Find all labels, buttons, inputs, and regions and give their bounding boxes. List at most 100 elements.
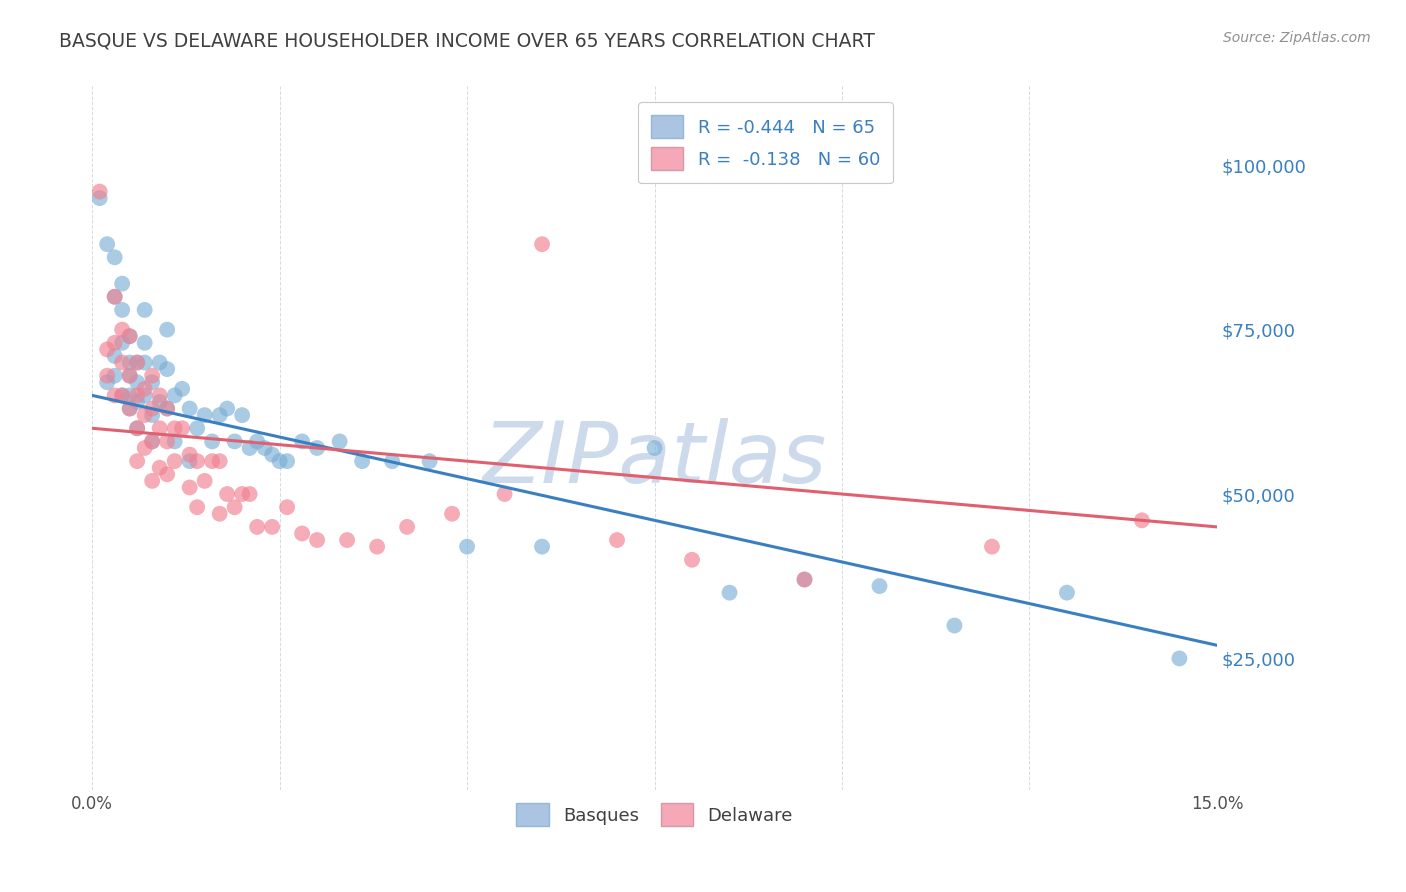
Point xyxy=(127,421,149,435)
Point xyxy=(118,329,141,343)
Point xyxy=(134,335,156,350)
Point xyxy=(224,500,246,515)
Point xyxy=(262,520,284,534)
Point xyxy=(111,335,134,350)
Point xyxy=(111,302,134,317)
Point xyxy=(141,368,163,383)
Point xyxy=(419,454,441,468)
Point xyxy=(156,467,179,482)
Point xyxy=(194,408,217,422)
Point xyxy=(96,368,118,383)
Point xyxy=(104,250,127,264)
Point xyxy=(104,388,127,402)
Point xyxy=(111,323,134,337)
Text: BASQUE VS DELAWARE HOUSEHOLDER INCOME OVER 65 YEARS CORRELATION CHART: BASQUE VS DELAWARE HOUSEHOLDER INCOME OV… xyxy=(59,31,875,50)
Point xyxy=(127,355,149,369)
Point xyxy=(307,533,329,547)
Point xyxy=(269,454,291,468)
Point xyxy=(104,290,127,304)
Point xyxy=(231,487,253,501)
Point xyxy=(156,401,179,416)
Point xyxy=(118,388,141,402)
Point xyxy=(291,434,314,449)
Point xyxy=(276,454,298,468)
Point xyxy=(127,376,149,390)
Point xyxy=(217,487,239,501)
Point xyxy=(186,454,208,468)
Point xyxy=(134,355,156,369)
Point xyxy=(186,500,208,515)
Point xyxy=(381,454,404,468)
Point xyxy=(163,388,186,402)
Point xyxy=(943,618,966,632)
Point xyxy=(644,441,666,455)
Point xyxy=(718,585,741,599)
Point xyxy=(441,507,464,521)
Point xyxy=(172,421,194,435)
Point xyxy=(96,376,118,390)
Point xyxy=(118,401,141,416)
Point xyxy=(141,434,163,449)
Point xyxy=(307,441,329,455)
Point xyxy=(186,421,208,435)
Point xyxy=(134,388,156,402)
Point xyxy=(127,395,149,409)
Point xyxy=(127,454,149,468)
Point xyxy=(208,507,231,521)
Point xyxy=(149,355,172,369)
Point xyxy=(396,520,419,534)
Point xyxy=(118,355,141,369)
Point xyxy=(201,454,224,468)
Point xyxy=(793,573,815,587)
Point xyxy=(201,434,224,449)
Point xyxy=(681,553,703,567)
Point xyxy=(217,401,239,416)
Point xyxy=(366,540,388,554)
Point xyxy=(118,329,141,343)
Point xyxy=(104,368,127,383)
Point xyxy=(149,388,172,402)
Point xyxy=(1130,513,1153,527)
Point xyxy=(163,454,186,468)
Point xyxy=(118,368,141,383)
Text: ZIPatlas: ZIPatlas xyxy=(482,417,827,500)
Point xyxy=(118,401,141,416)
Point xyxy=(246,434,269,449)
Point xyxy=(141,434,163,449)
Point xyxy=(179,401,201,416)
Point xyxy=(239,487,262,501)
Point xyxy=(329,434,352,449)
Point xyxy=(981,540,1004,554)
Point xyxy=(156,401,179,416)
Point xyxy=(179,480,201,494)
Point xyxy=(531,540,554,554)
Point xyxy=(224,434,246,449)
Text: Source: ZipAtlas.com: Source: ZipAtlas.com xyxy=(1223,31,1371,45)
Point xyxy=(118,368,141,383)
Point xyxy=(111,388,134,402)
Point xyxy=(246,520,269,534)
Point xyxy=(179,454,201,468)
Point xyxy=(141,401,163,416)
Point xyxy=(1056,585,1078,599)
Point xyxy=(262,448,284,462)
Point xyxy=(253,441,276,455)
Point xyxy=(141,474,163,488)
Point xyxy=(96,237,118,252)
Point xyxy=(194,474,217,488)
Point xyxy=(163,434,186,449)
Point xyxy=(149,421,172,435)
Point xyxy=(111,388,134,402)
Point xyxy=(111,277,134,291)
Point xyxy=(156,362,179,376)
Point xyxy=(141,408,163,422)
Point xyxy=(141,376,163,390)
Point xyxy=(89,185,111,199)
Point xyxy=(96,343,118,357)
Point xyxy=(352,454,374,468)
Point xyxy=(208,454,231,468)
Point xyxy=(127,355,149,369)
Point xyxy=(104,290,127,304)
Point xyxy=(104,335,127,350)
Point xyxy=(134,408,156,422)
